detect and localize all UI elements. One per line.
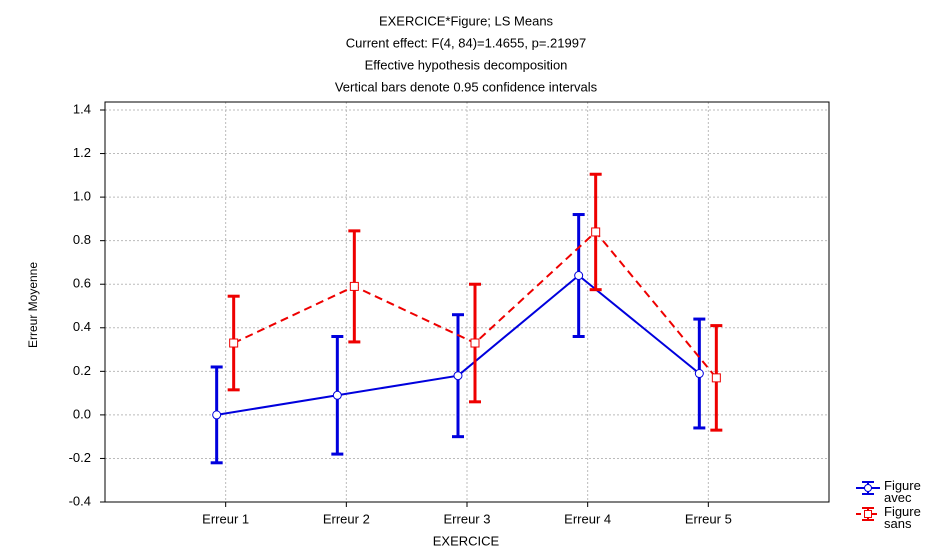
point: [470, 338, 480, 348]
y-tick-label: 0.4: [73, 319, 91, 334]
plot-frame: [104, 101, 830, 503]
x-tick-label: Erreur 3: [444, 511, 491, 526]
y-tick-label: 1.4: [73, 101, 91, 116]
chart-title: EXERCICE*Figure; LS Means: [379, 13, 554, 28]
point: [711, 373, 721, 383]
chart-subtitle: Current effect: F(4, 84)=1.4655, p=.2199…: [346, 35, 586, 50]
point: [229, 338, 239, 348]
legend-label: Figure avec: [884, 478, 921, 505]
point: [212, 410, 222, 420]
y-tick-label: 0.6: [73, 276, 91, 291]
y-tick-label: 0.2: [73, 363, 91, 378]
y-tick-label: -0.2: [69, 450, 91, 465]
point: [453, 371, 463, 381]
point: [694, 369, 704, 379]
x-tick-label: Erreur 4: [564, 511, 611, 526]
legend-marker: [864, 510, 872, 518]
point: [591, 227, 601, 237]
y-tick-label: 0.0: [73, 406, 91, 421]
point: [349, 281, 359, 291]
y-tick-label: -0.4: [69, 493, 91, 508]
point: [332, 390, 342, 400]
x-axis-label: EXERCICE: [433, 533, 500, 548]
y-tick-label: 1.2: [73, 145, 91, 160]
chart-subtitle: Vertical bars denote 0.95 confidence int…: [335, 79, 598, 94]
y-tick-label: 0.8: [73, 232, 91, 247]
legend-marker: [864, 484, 872, 492]
y-axis-label: Erreur Moyenne: [26, 262, 40, 348]
chart-subtitle: Effective hypothesis decomposition: [365, 57, 568, 72]
x-tick-label: Erreur 1: [202, 511, 249, 526]
x-tick-label: Erreur 5: [685, 511, 732, 526]
y-tick-label: 1.0: [73, 189, 91, 204]
legend-label: Figure sans: [884, 504, 921, 531]
x-tick-label: Erreur 2: [323, 511, 370, 526]
point: [574, 271, 584, 281]
